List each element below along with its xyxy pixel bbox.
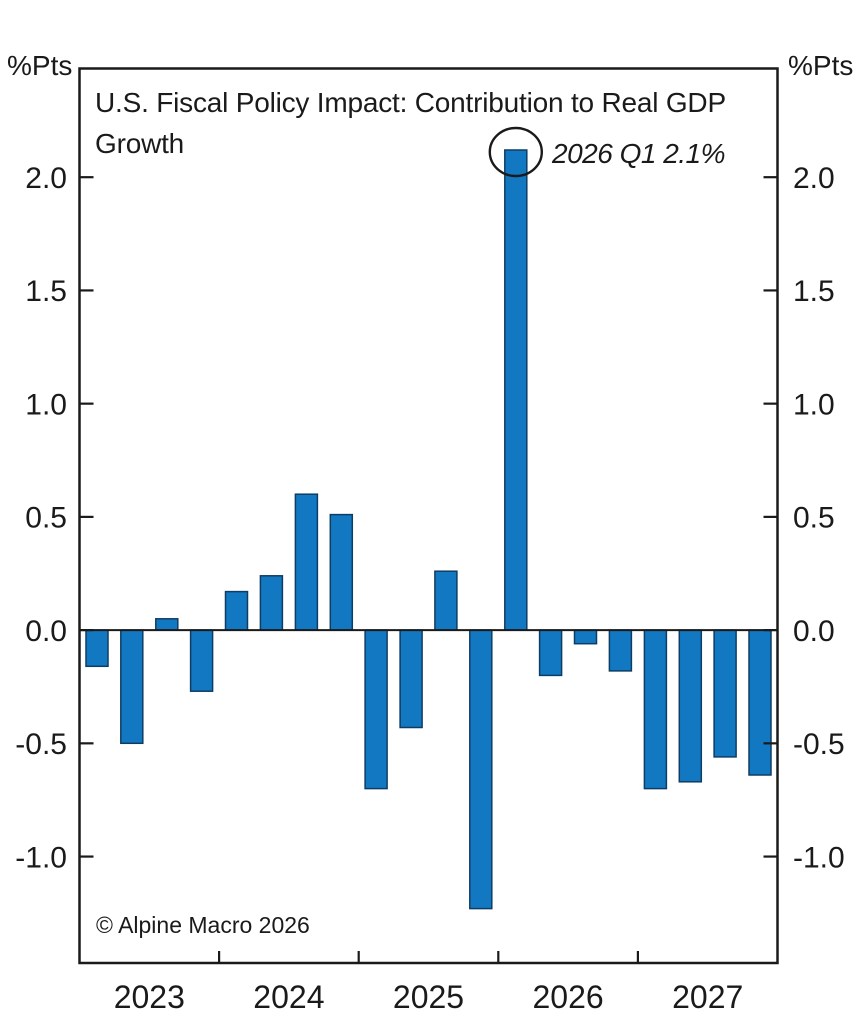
y-tick-label-left: -1.0 xyxy=(15,841,67,874)
y-axis-unit-label-right: %Pts xyxy=(788,50,854,81)
y-tick-label-left: 0.5 xyxy=(25,502,67,535)
y-tick-label-left: 2.0 xyxy=(25,162,67,195)
y-tick-label-right: 2.0 xyxy=(793,162,835,195)
bar-2026-q1 xyxy=(504,149,528,631)
bar-2023-q1 xyxy=(85,629,109,668)
y-tick-label-left: 0.0 xyxy=(25,615,67,648)
y-tick-label-right: 1.5 xyxy=(793,275,835,308)
source-note: © Alpine Macro 2026 xyxy=(96,912,310,938)
x-tick-label-2023: 2023 xyxy=(114,979,185,1015)
y-tick-label-left: -0.5 xyxy=(15,728,67,761)
y-tick-label-right: -1.0 xyxy=(793,841,845,874)
x-tick-label-2025: 2025 xyxy=(393,979,464,1015)
bar-2024-q2 xyxy=(259,575,284,631)
annotation-circle xyxy=(488,126,543,178)
y-tick-label-left: 1.0 xyxy=(25,388,67,421)
bar-2024-q4 xyxy=(329,513,354,631)
bar-2027-q2 xyxy=(678,629,703,783)
bar-2026-q3 xyxy=(573,629,598,645)
chart-title: U.S. Fiscal Policy Impact: Contribution … xyxy=(95,87,734,160)
bar-2026-q4 xyxy=(608,629,633,672)
bar-2023-q4 xyxy=(189,629,214,692)
bar-2024-q1 xyxy=(224,590,249,631)
bar-2027-q1 xyxy=(643,629,668,790)
y-tick-label-left: 1.5 xyxy=(25,275,67,308)
bar-2023-q3 xyxy=(155,618,179,631)
bar-2025-q3 xyxy=(434,570,458,631)
y-axis-unit-label-left: %Pts xyxy=(7,50,73,81)
bar-2026-q2 xyxy=(538,629,563,677)
bar-2024-q3 xyxy=(294,493,319,631)
y-tick-label-right: 1.0 xyxy=(793,388,835,421)
plot-frame xyxy=(78,67,779,965)
peak-annotation-label: 2026 Q1 2.1% xyxy=(552,138,726,169)
bar-2025-q2 xyxy=(399,629,423,729)
bar-2027-q3 xyxy=(713,629,737,758)
bar-2027-q4 xyxy=(748,629,772,776)
y-tick-label-right: -0.5 xyxy=(793,728,845,761)
bar-2023-q2 xyxy=(120,629,144,745)
bar-2025-q4 xyxy=(469,629,493,910)
y-tick-label-right: 0.0 xyxy=(793,615,835,648)
x-tick-label-2026: 2026 xyxy=(533,979,604,1015)
x-tick-label-2024: 2024 xyxy=(253,979,324,1015)
bar-2025-q1 xyxy=(364,629,388,790)
x-tick-label-2027: 2027 xyxy=(672,979,743,1015)
y-tick-label-right: 0.5 xyxy=(793,502,835,535)
